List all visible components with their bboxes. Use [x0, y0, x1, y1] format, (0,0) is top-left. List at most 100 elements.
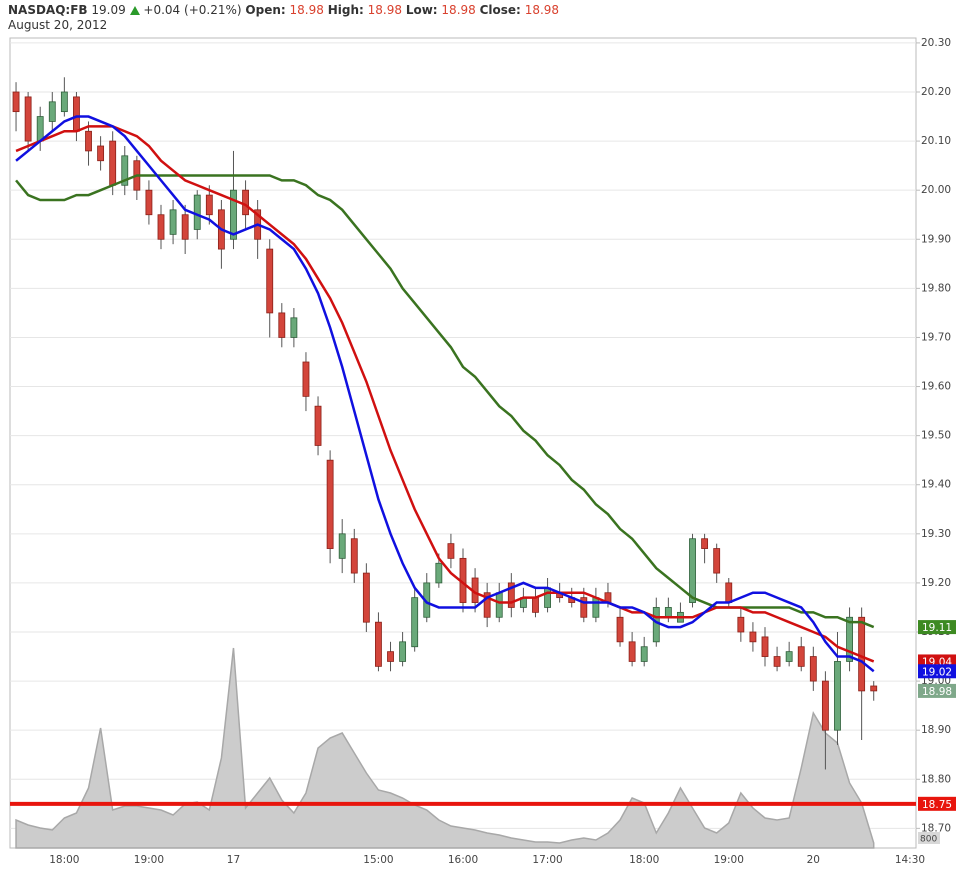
candle-body: [73, 96, 80, 132]
up-arrow: [129, 6, 140, 15]
symbol: NASDAQ:FB: [8, 3, 88, 17]
candle-body: [797, 646, 805, 667]
last-price: 19.09: [91, 3, 126, 17]
candle-body: [36, 116, 44, 142]
x-tick-label: 14:30: [895, 854, 925, 866]
candle-body: [375, 621, 382, 667]
x-tick-label: 17: [227, 854, 240, 866]
candle-body: [399, 641, 407, 662]
candle-body: [507, 582, 515, 608]
field-label: Low:: [405, 3, 438, 17]
price-label-box: [918, 796, 956, 811]
candle-body: [121, 155, 129, 186]
candle-body: [230, 189, 237, 240]
candle-body: [350, 538, 358, 574]
candle-body: [713, 548, 721, 574]
x-tick-label: 19:00: [714, 854, 744, 866]
price-label-box: [918, 664, 956, 679]
candle-body: [387, 651, 394, 662]
y-tick-label: 18.90: [921, 724, 951, 736]
y-tick-label: 20.30: [921, 37, 951, 49]
candle-body: [447, 543, 455, 559]
field-value: 18.98: [441, 3, 476, 17]
y-tick-label: 19.60: [921, 381, 951, 393]
y-tick-label: 19.40: [921, 479, 951, 491]
x-tick-label: 17:00: [532, 854, 562, 866]
price-label: 18.75: [922, 799, 952, 811]
price-label: 19.11: [922, 622, 952, 634]
candle-body: [362, 572, 370, 623]
candle-body: [60, 91, 68, 113]
y-tick-label: 19.50: [921, 430, 951, 442]
candle-body: [24, 96, 32, 142]
candle-body: [97, 145, 105, 162]
price-label: 18.98: [922, 686, 952, 698]
candle-body: [411, 597, 419, 648]
candle-body: [870, 685, 878, 692]
x-tick-label: 20: [807, 854, 820, 866]
x-tick-label: 15:00: [363, 854, 393, 866]
volume-tick-label: 800: [920, 835, 937, 845]
candle-body: [701, 538, 709, 549]
candle-body: [640, 646, 648, 662]
candle-body: [785, 651, 793, 662]
price-label-box: [918, 683, 956, 698]
candle-body: [266, 248, 274, 314]
candle-body: [109, 140, 117, 186]
y-tick-label: 19.70: [921, 331, 951, 343]
ohlc-fields: Open: 18.98 High: 18.98 Low: 18.98 Close…: [245, 3, 559, 17]
change-pct: (+0.21%): [184, 3, 242, 17]
candle-body: [689, 538, 696, 603]
candle-body: [326, 459, 334, 549]
candle-body: [809, 656, 817, 682]
candle-body: [761, 636, 769, 657]
candle-body: [749, 631, 757, 643]
quote-header: NASDAQ:FB 19.09 +0.04 (+0.21%) Open: 18.…: [8, 3, 559, 33]
field-value: 18.98: [289, 3, 324, 17]
candle-body: [169, 209, 177, 235]
x-tick-label: 19:00: [134, 854, 164, 866]
candle-body: [290, 317, 298, 338]
line: [15, 115, 875, 673]
price-label-box: [918, 620, 956, 635]
candle-body: [435, 562, 443, 584]
candle-body: [628, 641, 636, 662]
y-tick-label: 20.00: [921, 184, 951, 196]
y-tick-label: 18.80: [921, 773, 951, 785]
y-tick-label: 19.90: [921, 233, 951, 245]
candle-body: [821, 680, 829, 731]
x-tick-label: 16:00: [448, 854, 478, 866]
candle-body: [302, 361, 310, 397]
line: [15, 125, 875, 663]
volume-tick-box: [918, 832, 940, 844]
y-tick-label: 20.10: [921, 135, 951, 147]
candle-body: [846, 616, 853, 662]
candle-body: [85, 130, 92, 152]
field-value: 18.98: [367, 3, 402, 17]
candle-body: [338, 533, 346, 559]
candle-body: [544, 587, 551, 608]
candle-body: [181, 214, 189, 240]
candle-body: [157, 214, 165, 240]
quote-line: NASDAQ:FB 19.09 +0.04 (+0.21%) Open: 18.…: [8, 3, 559, 18]
candle-body: [483, 592, 491, 618]
y-tick-label: 20.20: [921, 86, 951, 98]
candle-body: [773, 656, 781, 667]
candle-body: [205, 194, 213, 216]
candle-body: [48, 101, 56, 122]
x-tick-label: 18:00: [49, 854, 79, 866]
field-label: High:: [327, 3, 364, 17]
candle-body: [278, 312, 286, 338]
candle-body: [858, 616, 866, 692]
candle-body: [193, 194, 201, 230]
candle-body: [616, 616, 624, 643]
date: August 20, 2012: [8, 18, 108, 32]
field-label: Close:: [479, 3, 521, 17]
candle-body: [532, 597, 539, 613]
y-tick-label: 19.20: [921, 577, 951, 589]
y-tick-label: 19.30: [921, 528, 951, 540]
field-value: 18.98: [524, 3, 560, 17]
y-tick-label: 18.70: [921, 822, 951, 834]
